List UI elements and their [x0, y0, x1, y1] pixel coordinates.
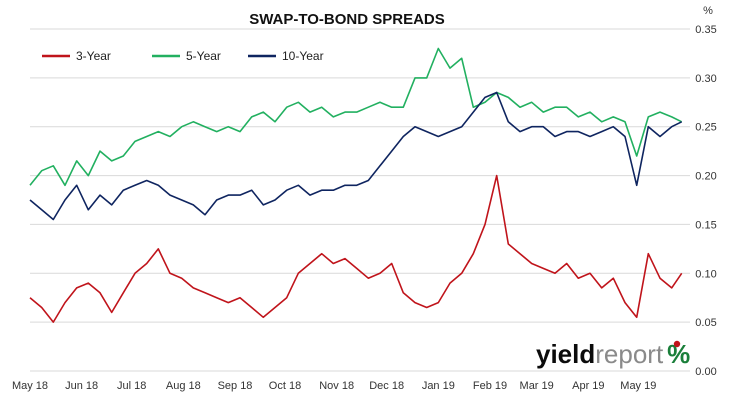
legend: 3-Year 5-Year 10-Year	[42, 49, 324, 63]
y-tick-label: 0.00	[695, 366, 716, 378]
logo-red-dot	[673, 340, 681, 348]
x-tick-label: Dec 18	[369, 380, 404, 392]
y-tick-label: 0.15	[695, 219, 716, 231]
y-axis-ticks: 0.00 0.05 0.10 0.15 0.20 0.25 0.30 0.35	[695, 24, 716, 378]
y-tick-label: 0.20	[695, 171, 716, 183]
x-tick-label: Oct 18	[269, 380, 301, 392]
svg-text:yieldreport%: yieldreport%	[536, 339, 690, 369]
logo-yield-text: yield	[536, 339, 595, 369]
legend-label: 5-Year	[186, 49, 221, 63]
legend-label: 10-Year	[282, 49, 324, 63]
y-tick-label: 0.35	[695, 24, 716, 36]
x-tick-label: Apr 19	[572, 380, 604, 392]
y-tick-label: 0.05	[695, 317, 716, 329]
y-tick-label: 0.10	[695, 268, 716, 280]
series-line-10-year	[29, 91, 683, 221]
chart-title: SWAP-TO-BOND SPREADS	[249, 11, 445, 28]
series-line-3-year	[29, 174, 683, 323]
y-axis-unit: %	[703, 5, 713, 17]
legend-label: 3-Year	[76, 49, 111, 63]
x-tick-label: Jul 18	[117, 380, 146, 392]
series-line-5-year	[29, 47, 683, 187]
x-tick-label: Mar 19	[520, 380, 554, 392]
series-lines	[29, 47, 683, 323]
logo-percent-sign: %	[667, 339, 690, 369]
logo-report-text: report	[595, 339, 664, 369]
x-tick-label: Feb 19	[473, 380, 507, 392]
x-tick-label: May 19	[620, 380, 656, 392]
gridlines	[30, 28, 690, 372]
x-tick-label: Aug 18	[166, 380, 201, 392]
x-axis-ticks: May 18 Jun 18 Jul 18 Aug 18 Sep 18 Oct 18 Nov …	[12, 380, 656, 392]
yieldreport-logo: yieldreport%	[536, 339, 690, 369]
x-tick-label: Jan 19	[422, 380, 455, 392]
y-tick-label: 0.30	[695, 73, 716, 85]
x-tick-label: May 18	[12, 380, 48, 392]
x-tick-label: Sep 18	[218, 380, 253, 392]
y-tick-label: 0.25	[695, 122, 716, 134]
x-tick-label: Nov 18	[319, 380, 354, 392]
x-tick-label: Jun 18	[65, 380, 98, 392]
